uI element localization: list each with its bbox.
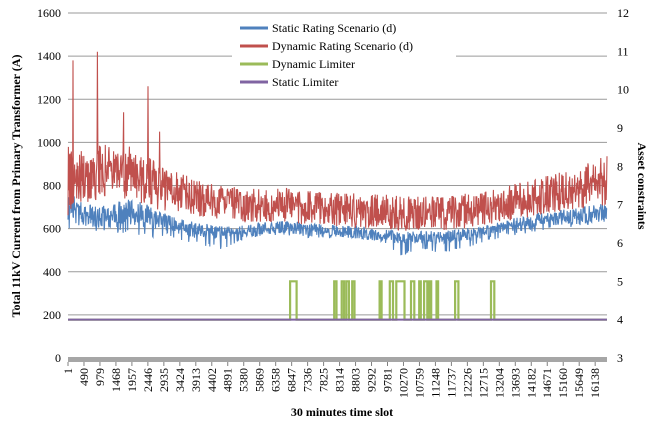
x-tick-label: 1 <box>61 368 75 374</box>
x-tick-label: 13204 <box>492 368 506 398</box>
x-tick-label: 14182 <box>524 368 538 398</box>
y-tick-label: 1200 <box>37 92 61 106</box>
y2-tick-label: 12 <box>617 6 629 20</box>
x-tick-label: 3913 <box>189 368 203 392</box>
x-tick-label: 10759 <box>412 368 426 398</box>
x-tick-label: 14671 <box>540 368 554 398</box>
x-tick-label: 4891 <box>221 368 235 392</box>
x-tick-label: 7336 <box>301 368 315 392</box>
y2-tick-label: 9 <box>617 121 623 135</box>
legend: Static Rating Scenario (d) Dynamic Ratin… <box>232 14 456 94</box>
y-tick-label: 1000 <box>37 135 61 149</box>
x-tick-label: 12226 <box>460 368 474 398</box>
y-tick-label: 400 <box>43 265 61 279</box>
y2-tick-label: 3 <box>617 351 623 365</box>
y2-tick-label: 10 <box>617 83 629 97</box>
series-layer <box>67 51 608 321</box>
x-tick-label: 1468 <box>109 368 123 392</box>
x-tick-label: 15160 <box>556 368 570 398</box>
series-static-rating-line <box>67 196 608 256</box>
x-tick-label: 12715 <box>476 368 490 398</box>
x-tick-label: 490 <box>77 368 91 386</box>
x-tick-label: 8803 <box>349 368 363 392</box>
y-tick-label: 1600 <box>37 6 61 20</box>
legend-background <box>232 14 456 94</box>
y2-axis-tick-labels: 3 4 5 6 7 8 9 10 11 12 <box>617 6 629 365</box>
y2-tick-label: 6 <box>617 236 623 250</box>
x-tick-label: 11248 <box>428 368 442 398</box>
y2-tick-label: 7 <box>617 198 623 212</box>
x-tick-label: 4402 <box>205 368 219 392</box>
legend-label-static-rating: Static Rating Scenario (d) <box>272 21 396 35</box>
series-dynamic-rating-line <box>67 51 608 231</box>
x-tick-label: 979 <box>93 368 107 386</box>
x-tick-label: 2446 <box>141 368 155 392</box>
x-tick-label: 2935 <box>157 368 171 392</box>
y-tick-label: 1400 <box>37 49 61 63</box>
x-tick-label: 8314 <box>333 368 347 392</box>
x-axis-line <box>68 357 607 362</box>
y-axis-title: Total 11kV Current from Primary Transfor… <box>9 55 23 318</box>
x-tick-label: 3424 <box>173 368 187 392</box>
x-tick-label: 5380 <box>237 368 251 392</box>
x-tick-label: 9292 <box>365 368 379 392</box>
x-axis <box>67 357 607 366</box>
x-axis-title: 30 minutes time slot <box>291 405 393 419</box>
legend-label-dynamic-limiter: Dynamic Limiter <box>272 57 355 71</box>
legend-label-static-limiter: Static Limiter <box>272 75 338 89</box>
y2-tick-label: 8 <box>617 159 623 173</box>
x-tick-label: 6847 <box>285 368 299 392</box>
x-tick-label: 6358 <box>269 368 283 392</box>
legend-label-dynamic-rating: Dynamic Rating Scenario (d) <box>272 39 413 53</box>
x-axis-tick-labels: 1 490 979 1468 1957 2446 2935 3424 3913 4402 4891 5… <box>61 368 602 398</box>
y-axis-tick-labels: 0 200 400 600 800 1000 1200 1400 1600 <box>37 6 61 365</box>
x-tick-label: 7825 <box>317 368 331 392</box>
x-tick-label: 16138 <box>588 368 602 398</box>
y2-tick-label: 11 <box>617 44 629 58</box>
x-tick-label: 11737 <box>444 368 458 398</box>
x-tick-label: 10270 <box>397 368 411 398</box>
y-tick-label: 0 <box>55 351 61 365</box>
y-tick-label: 200 <box>43 308 61 322</box>
y2-tick-label: 4 <box>617 313 623 327</box>
y-tick-label: 600 <box>43 222 61 236</box>
x-tick-label: 1957 <box>125 368 139 392</box>
x-tick-label: 5869 <box>253 368 267 392</box>
x-tick-label: 15649 <box>572 368 586 398</box>
x-tick-label: 9781 <box>381 368 395 392</box>
y-tick-label: 800 <box>43 179 61 193</box>
series-dynamic-limiter-line <box>68 280 607 321</box>
y2-tick-label: 5 <box>617 274 623 288</box>
y2-axis-title: Asset constraints <box>635 143 647 230</box>
x-tick-label: 13693 <box>508 368 522 398</box>
